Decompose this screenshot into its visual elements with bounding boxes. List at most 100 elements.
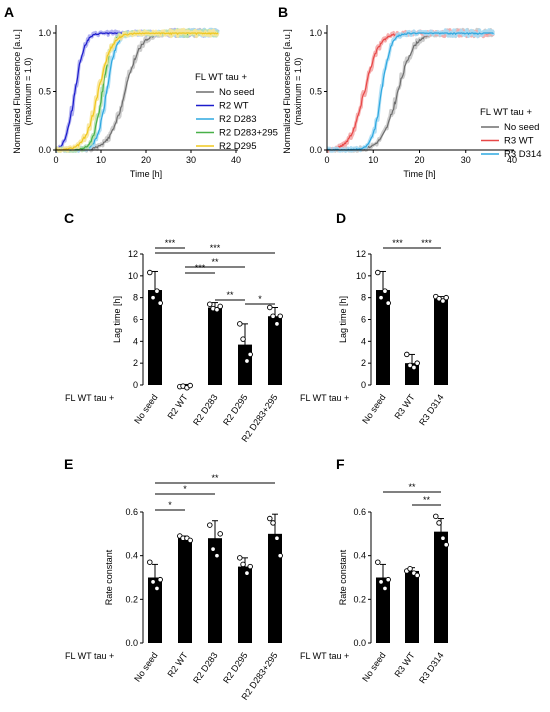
- bar-r2-d283: [208, 307, 222, 385]
- panel-f-bar-chart: 0.0 0.2 0.4 0.6 Rate constant No seed R3 WT R3 …: [300, 482, 449, 685]
- data-point-r3-d314: [433, 513, 439, 520]
- y-tick-label: 12: [356, 249, 366, 259]
- y-tick-label: 0.5: [38, 87, 51, 97]
- data-point-r2-d295: [237, 555, 243, 561]
- data-point-r2-d283-295: [277, 552, 283, 559]
- category-label-no-seed: No seed: [132, 650, 159, 683]
- y-tick-label: 0.6: [353, 507, 366, 517]
- data-point-r2-d283: [207, 301, 213, 307]
- data-point-r2-d295: [237, 321, 243, 327]
- y-tick-label: 8: [361, 293, 366, 303]
- data-point-r3-d314: [440, 535, 446, 541]
- y-tick-label: 0: [361, 380, 366, 390]
- x-axis-label: Time [h]: [403, 169, 435, 179]
- bar-r2-d283-295: [268, 316, 282, 385]
- significance-label: *: [168, 500, 172, 510]
- data-point-no-seed: [378, 294, 384, 301]
- data-point-r3-wt: [414, 572, 420, 579]
- y-axis-label: Rate constant: [104, 549, 114, 605]
- significance-label: ***: [165, 238, 176, 248]
- y-tick-label: 10: [356, 271, 366, 281]
- significance-label: **: [211, 473, 219, 483]
- data-point-no-seed: [150, 294, 156, 301]
- data-point-r2-d295: [240, 561, 246, 568]
- significance-label: **: [423, 495, 431, 505]
- y-tick-label: 0.6: [125, 507, 138, 517]
- data-point-r2-wt: [187, 382, 193, 389]
- data-point-no-seed: [147, 269, 153, 276]
- bar-r2-wt: [178, 538, 192, 643]
- y-axis-label-sub: (maximum = 1.0): [293, 58, 303, 126]
- y-tick-label: 0.0: [125, 638, 138, 648]
- y-tick-label: 0.4: [353, 551, 366, 561]
- legend: FL WT tau + No seed R3 WT R3 D314: [480, 107, 542, 160]
- y-tick-label: 0.4: [125, 551, 138, 561]
- data-point-r2-d295: [247, 563, 253, 570]
- y-axis-label: Lag time [h]: [112, 296, 122, 343]
- category-label-r2-wt: R2 WT: [165, 650, 190, 679]
- y-tick-label: 1.0: [309, 28, 322, 38]
- data-point-no-seed: [154, 585, 160, 592]
- data-point-r3-wt: [411, 364, 417, 371]
- y-tick-label: 0.0: [353, 638, 366, 648]
- data-point-no-seed: [150, 579, 156, 585]
- y-tick-label: 2: [361, 358, 366, 368]
- data-point-no-seed: [375, 269, 381, 276]
- category-label-r2-d295: R2 D295: [221, 650, 250, 685]
- data-point-r2-d295: [240, 336, 246, 342]
- data-point-r2-d283-295: [270, 313, 276, 319]
- legend-label-r2-d283: R2 D283: [219, 114, 257, 125]
- data-point-no-seed: [147, 559, 153, 565]
- panel-c-bar-chart: 0 2 4 6 8 10 12 Lag time [h] No seed R2 WT R2 D283…: [65, 238, 283, 444]
- legend-label-r2-wt: R2 WT: [219, 101, 249, 112]
- panel-letter-a: A: [4, 4, 14, 20]
- bar-no-seed: [148, 577, 162, 643]
- data-point-r2-d283: [210, 546, 216, 552]
- x-tick-label: 0: [53, 155, 58, 165]
- x-tick-label: 0: [324, 155, 329, 165]
- y-tick-label: 8: [133, 293, 138, 303]
- y-axis-label: Rate constant: [338, 549, 348, 605]
- legend-label-no-seed: No seed: [219, 87, 254, 98]
- series-line-r2-d295: [55, 32, 219, 151]
- bar-r2-d283: [208, 538, 222, 643]
- data-point-r3-d314: [443, 542, 449, 548]
- category-label-r2-wt: R2 WT: [165, 392, 190, 421]
- significance-label: **: [408, 482, 416, 492]
- bar-no-seed: [376, 290, 390, 385]
- data-point-r3-d314: [436, 520, 442, 526]
- category-label-r2-d283: R2 D283: [191, 650, 220, 685]
- data-point-no-seed: [378, 579, 384, 585]
- data-point-no-seed: [154, 288, 160, 294]
- data-point-r2-d295: [247, 351, 253, 358]
- x-tick-label: 20: [141, 155, 151, 165]
- legend-title: FL WT tau +: [480, 107, 532, 118]
- data-point-no-seed: [382, 585, 388, 592]
- x-tick-label: 30: [461, 155, 471, 165]
- y-tick-label: 0.0: [309, 145, 322, 155]
- data-point-r2-d283-295: [274, 535, 280, 541]
- data-point-r3-d314: [443, 294, 449, 301]
- panel-d-bar-chart: 0 2 4 6 8 10 12 Lag time [h] No seed R3 WT R3 D314…: [300, 238, 449, 427]
- legend-title: FL WT tau +: [195, 72, 247, 83]
- y-tick-label: 0.2: [125, 594, 138, 604]
- x-tick-label: 10: [368, 155, 378, 165]
- y-tick-label: 0: [133, 380, 138, 390]
- panel-letter-e: E: [64, 456, 73, 472]
- data-point-r2-d283-295: [267, 304, 273, 311]
- category-label-r3-d314: R3 D314: [417, 392, 446, 427]
- y-tick-label: 10: [128, 271, 138, 281]
- category-label-no-seed: No seed: [360, 650, 387, 683]
- y-tick-label: 12: [128, 249, 138, 259]
- legend-label-r2-d283-295: R2 D283+295: [219, 128, 278, 139]
- prefix-label: FL WT tau +: [65, 651, 114, 661]
- data-point-r2-d283: [207, 522, 213, 528]
- y-axis-label: Lag time [h]: [338, 296, 348, 343]
- category-label-r3-wt: R3 WT: [392, 650, 417, 679]
- data-point-r3-wt: [404, 351, 410, 358]
- data-point-r2-wt: [187, 537, 193, 544]
- data-point-r2-d283-295: [274, 321, 280, 327]
- y-tick-label: 0.0: [38, 145, 51, 155]
- bar-r3-d314: [434, 298, 448, 385]
